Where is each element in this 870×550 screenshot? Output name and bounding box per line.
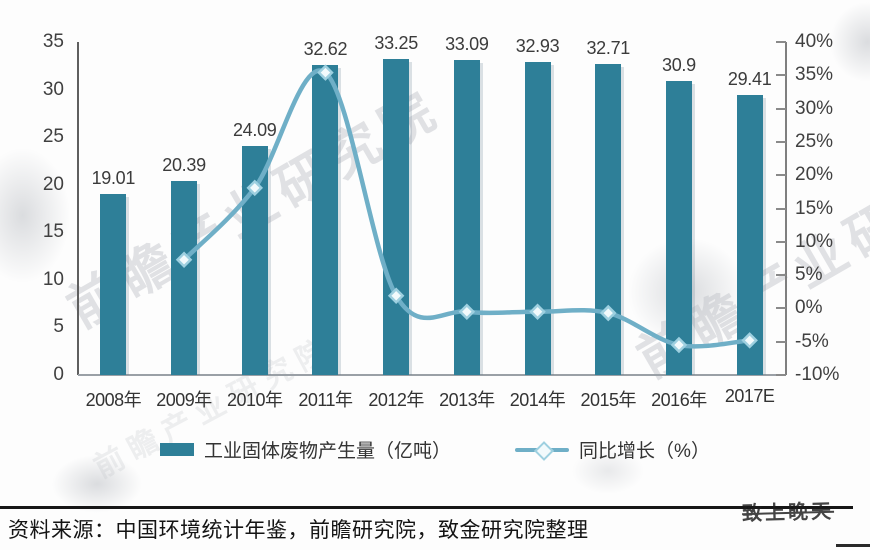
source-text: 资料来源：中国环境统计年鉴，前瞻研究院，致金研究院整理 bbox=[8, 519, 589, 542]
bar-shadow bbox=[409, 61, 413, 375]
bar-shadow bbox=[550, 64, 554, 375]
bar bbox=[171, 181, 198, 375]
right-y-axis-line bbox=[785, 42, 787, 375]
right-axis-tick bbox=[776, 307, 786, 310]
x-axis-label: 2014年 bbox=[509, 390, 566, 410]
x-axis-label: 2009年 bbox=[156, 390, 212, 410]
x-axis-label: 2010年 bbox=[226, 390, 283, 410]
right-axis-tick bbox=[776, 374, 786, 376]
right-axis-tick-label: 0% bbox=[795, 297, 823, 319]
x-axis-label: 2013年 bbox=[439, 390, 495, 410]
right-axis-tick bbox=[776, 140, 786, 143]
bar-shadow bbox=[621, 66, 625, 375]
right-axis-tick bbox=[776, 107, 786, 110]
right-axis-tick-label: 20% bbox=[795, 164, 834, 186]
left-axis-tick-label: 35 bbox=[42, 31, 64, 52]
bar-shadow bbox=[762, 98, 766, 375]
bar bbox=[665, 81, 692, 375]
right-axis-tick-label: 40% bbox=[795, 31, 834, 52]
bar-value-label: 33.09 bbox=[445, 34, 489, 55]
left-axis-tick-label: 25 bbox=[42, 126, 64, 148]
bar bbox=[524, 61, 551, 375]
right-axis-tick bbox=[776, 74, 786, 77]
watermark-logo bbox=[0, 148, 70, 283]
right-axis-tick-label: 35% bbox=[795, 64, 834, 86]
bar-value-label: 29.41 bbox=[727, 69, 772, 90]
bar-shadow bbox=[267, 148, 271, 375]
right-axis-tick-label: 25% bbox=[795, 130, 834, 152]
left-axis-tick-label: 5 bbox=[53, 316, 64, 338]
right-axis-tick bbox=[776, 207, 786, 210]
bar-value-label: 19.01 bbox=[91, 168, 136, 189]
x-axis-label: 2012年 bbox=[368, 390, 424, 410]
x-axis-label: 2017E bbox=[724, 386, 775, 406]
left-axis-tick-label: 0 bbox=[53, 364, 64, 385]
bar-value-label: 24.09 bbox=[232, 119, 277, 140]
bar bbox=[383, 58, 410, 375]
x-axis-label: 2008年 bbox=[85, 390, 142, 410]
bar-value-label: 32.93 bbox=[515, 35, 560, 56]
bar bbox=[100, 194, 127, 375]
bar-swatch-icon bbox=[160, 442, 195, 456]
left-axis-tick-label: 20 bbox=[42, 173, 64, 195]
right-axis-tick bbox=[776, 274, 786, 277]
right-axis-tick-label: 15% bbox=[795, 197, 834, 219]
left-axis-tick-label: 15 bbox=[42, 221, 64, 243]
footer-divider bbox=[0, 506, 853, 509]
bar-value-label: 32.71 bbox=[586, 37, 631, 58]
x-axis-label: 2015年 bbox=[580, 390, 637, 410]
bar-shadow bbox=[691, 84, 695, 375]
left-y-axis-line bbox=[77, 42, 79, 375]
bar bbox=[595, 63, 622, 375]
x-axis-label: 2011年 bbox=[298, 390, 353, 410]
bar-shadow bbox=[126, 197, 130, 375]
bar-value-label: 32.62 bbox=[303, 38, 348, 59]
right-axis-tick bbox=[776, 240, 786, 243]
left-axis-tick-label: 30 bbox=[42, 78, 64, 100]
right-axis-tick bbox=[776, 41, 786, 43]
watermark-stamp: 致上晚天 bbox=[741, 500, 835, 526]
right-axis-tick bbox=[776, 340, 786, 343]
bar bbox=[312, 64, 339, 375]
right-axis-tick-label: 30% bbox=[795, 97, 834, 119]
legend-bar-label: 工业固体废物产生量（亿吨） bbox=[204, 440, 452, 462]
bar-shadow bbox=[197, 184, 201, 375]
chart-legend: 工业固体废物产生量（亿吨） 同比增长（%） bbox=[0, 433, 870, 465]
bar-shadow bbox=[479, 63, 483, 375]
right-axis-tick-label: -10% bbox=[795, 364, 840, 385]
right-axis-tick-label: -5% bbox=[795, 330, 829, 352]
bar bbox=[736, 95, 763, 375]
legend-line-label: 同比增长（%） bbox=[579, 440, 710, 462]
x-axis-line bbox=[78, 374, 786, 376]
x-axis-label: 2016年 bbox=[651, 390, 707, 410]
bar bbox=[241, 145, 268, 375]
bar-value-label: 33.25 bbox=[374, 32, 418, 53]
right-axis-tick-label: 10% bbox=[795, 230, 834, 252]
bar bbox=[453, 60, 480, 375]
left-axis-tick-label: 10 bbox=[42, 268, 64, 290]
line-swatch-icon bbox=[515, 441, 570, 461]
right-axis-tick bbox=[776, 174, 786, 177]
bar-shadow bbox=[338, 67, 342, 375]
legend-item-bar: 工业固体废物产生量（亿吨） bbox=[160, 436, 451, 463]
legend-item-line: 同比增长（%） bbox=[515, 436, 710, 463]
corner-dash bbox=[836, 544, 870, 547]
bar-value-label: 20.39 bbox=[162, 155, 206, 175]
right-axis-tick-label: 5% bbox=[795, 264, 823, 286]
